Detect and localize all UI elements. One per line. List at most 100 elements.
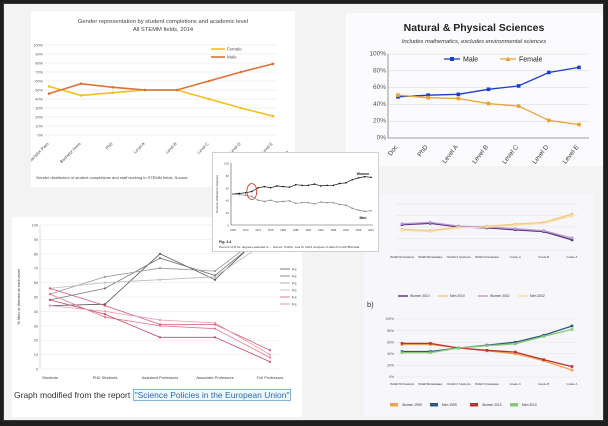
- data-point: [257, 199, 259, 201]
- legend-label: Women 2010: [410, 294, 430, 298]
- legend-label: Fe: [292, 302, 297, 307]
- data-point: [547, 118, 551, 123]
- x-tick-label: Grade A: [566, 255, 577, 259]
- chart-title: Gender representation by student complet…: [78, 19, 248, 25]
- y-tick-label: 80: [34, 252, 38, 256]
- data-point: [456, 96, 461, 101]
- x-tick-label: Associate Professors: [196, 375, 234, 380]
- x-tick-label: Level B: [471, 144, 490, 165]
- data-point: [570, 324, 574, 328]
- figure-label: Fig. 3.4: [219, 240, 231, 244]
- legend-label: Fe: [292, 295, 297, 300]
- data-point: [542, 222, 545, 225]
- y-tick-label: 80: [226, 174, 230, 178]
- data-point: [47, 85, 51, 88]
- legend-swatch: [510, 403, 518, 407]
- data-point: [400, 228, 404, 232]
- data-point: [79, 82, 83, 85]
- data-point: [271, 114, 275, 118]
- data-point: [103, 281, 107, 284]
- legend-label: Men 2002: [530, 294, 545, 298]
- legend-label: Men 2010: [450, 294, 465, 298]
- data-point: [244, 191, 247, 194]
- data-point: [514, 223, 517, 227]
- data-point: [257, 187, 259, 189]
- slide: Gender representation by student complet…: [3, 3, 604, 421]
- x-tick-label: 1970: [243, 228, 249, 232]
- y-tick-label: 0: [227, 224, 229, 228]
- x-tick-label: Grade C: [510, 382, 522, 386]
- data-point: [268, 349, 272, 352]
- x-tick-label: 1994: [318, 228, 324, 232]
- legend-label: Fe: [292, 267, 297, 272]
- legend-label: Female: [227, 47, 242, 52]
- x-tick-label: 1978: [268, 228, 274, 232]
- y-tick-label: 50%: [35, 89, 43, 93]
- natural-physical-sciences-chart: Natural & Physical Sciences Includes math…: [346, 13, 603, 166]
- chart-subtitle: All STEMM fields, 2014: [133, 27, 194, 33]
- data-point: [426, 93, 430, 97]
- legend-marker: [450, 57, 454, 61]
- y-tick-label: 20: [34, 339, 38, 343]
- data-point: [514, 227, 517, 231]
- data-point: [263, 185, 266, 188]
- data-point: [570, 365, 574, 368]
- x-tick-label: ISCED 5A Graduates: [418, 382, 443, 386]
- y-tick-label: 60%: [373, 84, 386, 91]
- x-tick-label: ISCED 5A Graduates: [418, 255, 443, 259]
- series-line: [48, 85, 274, 117]
- x-tick-label: ISCED 6 Students: [447, 382, 472, 386]
- x-tick-label: Grade B: [538, 382, 549, 386]
- data-point: [577, 122, 581, 127]
- masters-degrees-chart: 100 80 60 40 20 0 1966 1970 1974 1978 1982 1986 1990…: [212, 152, 379, 252]
- x-tick-label: Level A: [132, 141, 145, 154]
- data-point: [268, 353, 272, 356]
- report-link[interactable]: "Science Policies in the European Union": [132, 389, 292, 401]
- data-point: [143, 88, 147, 92]
- highlight-circle-icon: [246, 183, 258, 200]
- data-point: [307, 184, 310, 187]
- data-point: [570, 368, 574, 372]
- data-point: [400, 222, 404, 226]
- x-tick-label: 1966: [230, 228, 236, 232]
- report-caption: Graph modified from the report "Science …: [14, 389, 292, 401]
- y-tick-label: 80%: [387, 329, 394, 333]
- data-point: [79, 94, 83, 97]
- data-point: [485, 225, 489, 229]
- data-point: [338, 182, 341, 185]
- data-point: [429, 230, 432, 233]
- data-point: [338, 203, 341, 206]
- data-point: [313, 203, 316, 205]
- chart-subtitle: Includes mathematics, excludes environme…: [402, 39, 546, 45]
- data-point: [313, 183, 316, 185]
- data-point: [485, 344, 489, 347]
- data-point: [213, 336, 217, 339]
- data-point: [429, 351, 432, 354]
- data-point: [111, 91, 115, 94]
- legend-label: Women 2002: [490, 294, 510, 298]
- data-point: [103, 275, 107, 278]
- data-point: [238, 193, 241, 196]
- y-tick-label: 80%: [373, 67, 386, 74]
- data-point: [357, 209, 360, 211]
- data-point: [158, 267, 162, 270]
- data-point: [288, 186, 291, 188]
- data-point: [271, 62, 275, 66]
- data-point: [207, 79, 211, 83]
- y-tick-label: 40: [226, 199, 230, 203]
- y-tick-label: 0%: [389, 375, 394, 379]
- data-point: [268, 356, 272, 359]
- gender-representation-svg: Gender representation by student complet…: [31, 19, 292, 180]
- x-tick-label: Students: [42, 375, 58, 380]
- gender-representation-chart: Gender representation by student complet…: [31, 11, 295, 187]
- data-point: [577, 65, 581, 70]
- data-point: [570, 214, 574, 218]
- x-tick-label: Grade A: [566, 382, 577, 386]
- y-tick-label: 10%: [35, 125, 43, 129]
- data-point: [514, 342, 517, 346]
- data-point: [516, 84, 521, 88]
- data-point: [103, 316, 107, 319]
- x-tick-label: 1982: [280, 228, 286, 232]
